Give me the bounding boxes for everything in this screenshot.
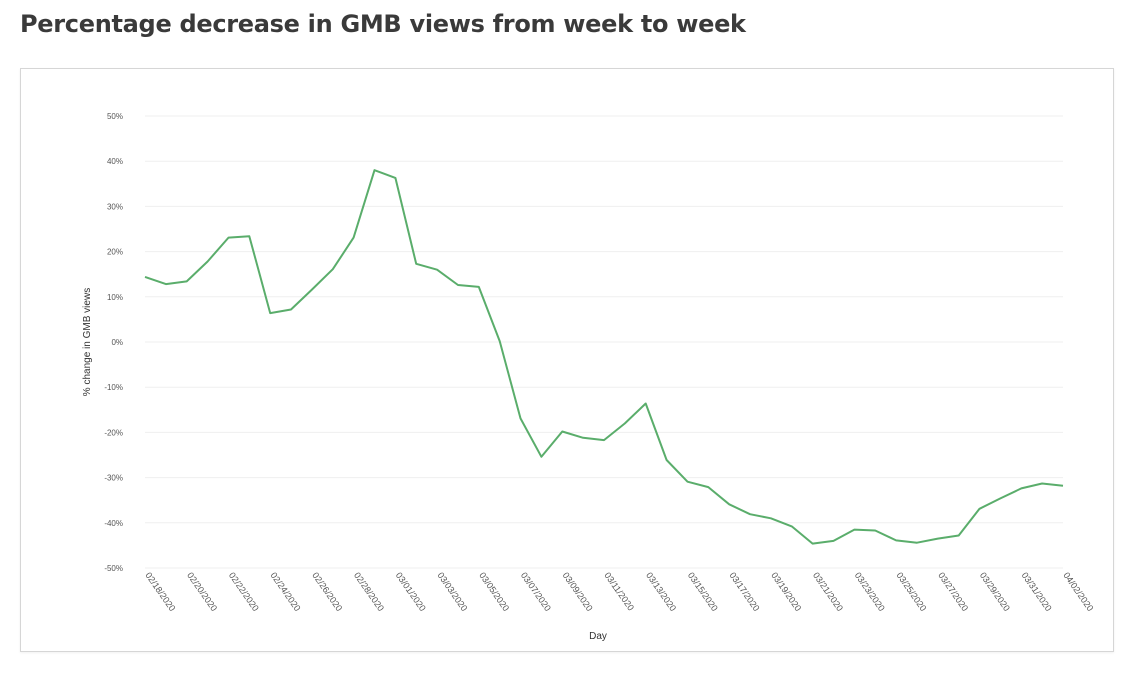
y-tick-label: 40% <box>107 157 123 166</box>
y-axis-title: % change in GMB views <box>82 288 93 396</box>
x-tick-label: 03/13/2020 <box>644 570 678 613</box>
x-tick-label: 03/07/2020 <box>519 570 553 613</box>
y-tick-label: -10% <box>104 383 123 392</box>
x-tick-label: 04/02/2020 <box>1061 570 1095 613</box>
y-tick-label: -30% <box>104 474 123 483</box>
grid-lines <box>145 115 1063 569</box>
y-tick-label: -20% <box>104 428 123 437</box>
y-tick-label: -40% <box>104 519 123 528</box>
line-chart: 50% 40% 30% 20% 10% 0% -10% -20% -30% -40% -50% 02… <box>82 112 1095 642</box>
x-tick-label: 03/01/2020 <box>394 570 428 613</box>
x-tick-label: 03/23/2020 <box>853 570 887 613</box>
x-axis-title: Day <box>589 631 607 642</box>
x-tick-label: 02/28/2020 <box>352 570 386 613</box>
series-group <box>144 169 1064 545</box>
x-tick-label: 03/31/2020 <box>1020 570 1054 613</box>
y-tick-label: 10% <box>107 293 123 302</box>
chart-card: 50% 40% 30% 20% 10% 0% -10% -20% -30% -40% -50% 02… <box>20 68 1114 652</box>
x-tick-label: 03/05/2020 <box>477 570 511 613</box>
page-title: Percentage decrease in GMB views from we… <box>20 10 746 38</box>
x-tick-label: 03/19/2020 <box>769 570 803 613</box>
y-tick-label: 20% <box>107 248 123 257</box>
x-tick-label: 03/17/2020 <box>728 570 762 613</box>
y-tick-label: 50% <box>107 112 123 121</box>
y-tick-label: 0% <box>111 338 123 347</box>
x-tick-label: 02/26/2020 <box>310 570 344 613</box>
x-tick-label: 03/21/2020 <box>811 570 845 613</box>
y-tick-label: -50% <box>104 564 123 573</box>
x-tick-label: 03/25/2020 <box>894 570 928 613</box>
x-tick-label: 02/22/2020 <box>227 570 261 613</box>
x-tick-label: 03/29/2020 <box>978 570 1012 613</box>
series-line <box>144 169 1064 545</box>
y-tick-label: 30% <box>107 202 123 211</box>
x-tick-label: 03/09/2020 <box>561 570 595 613</box>
x-tick-label: 03/03/2020 <box>435 570 469 613</box>
x-tick-label: 03/27/2020 <box>936 570 970 613</box>
x-axis-ticks: 02/18/2020 02/20/2020 02/22/2020 02/24/2020… <box>143 570 1095 613</box>
x-tick-label: 03/15/2020 <box>686 570 720 613</box>
x-tick-label: 02/24/2020 <box>269 570 303 613</box>
x-tick-label: 03/11/2020 <box>602 570 636 612</box>
y-axis-ticks: 50% 40% 30% 20% 10% 0% -10% -20% -30% -40% -50% <box>104 112 123 573</box>
x-tick-label: 02/20/2020 <box>185 570 219 613</box>
x-tick-label: 02/18/2020 <box>143 570 177 613</box>
